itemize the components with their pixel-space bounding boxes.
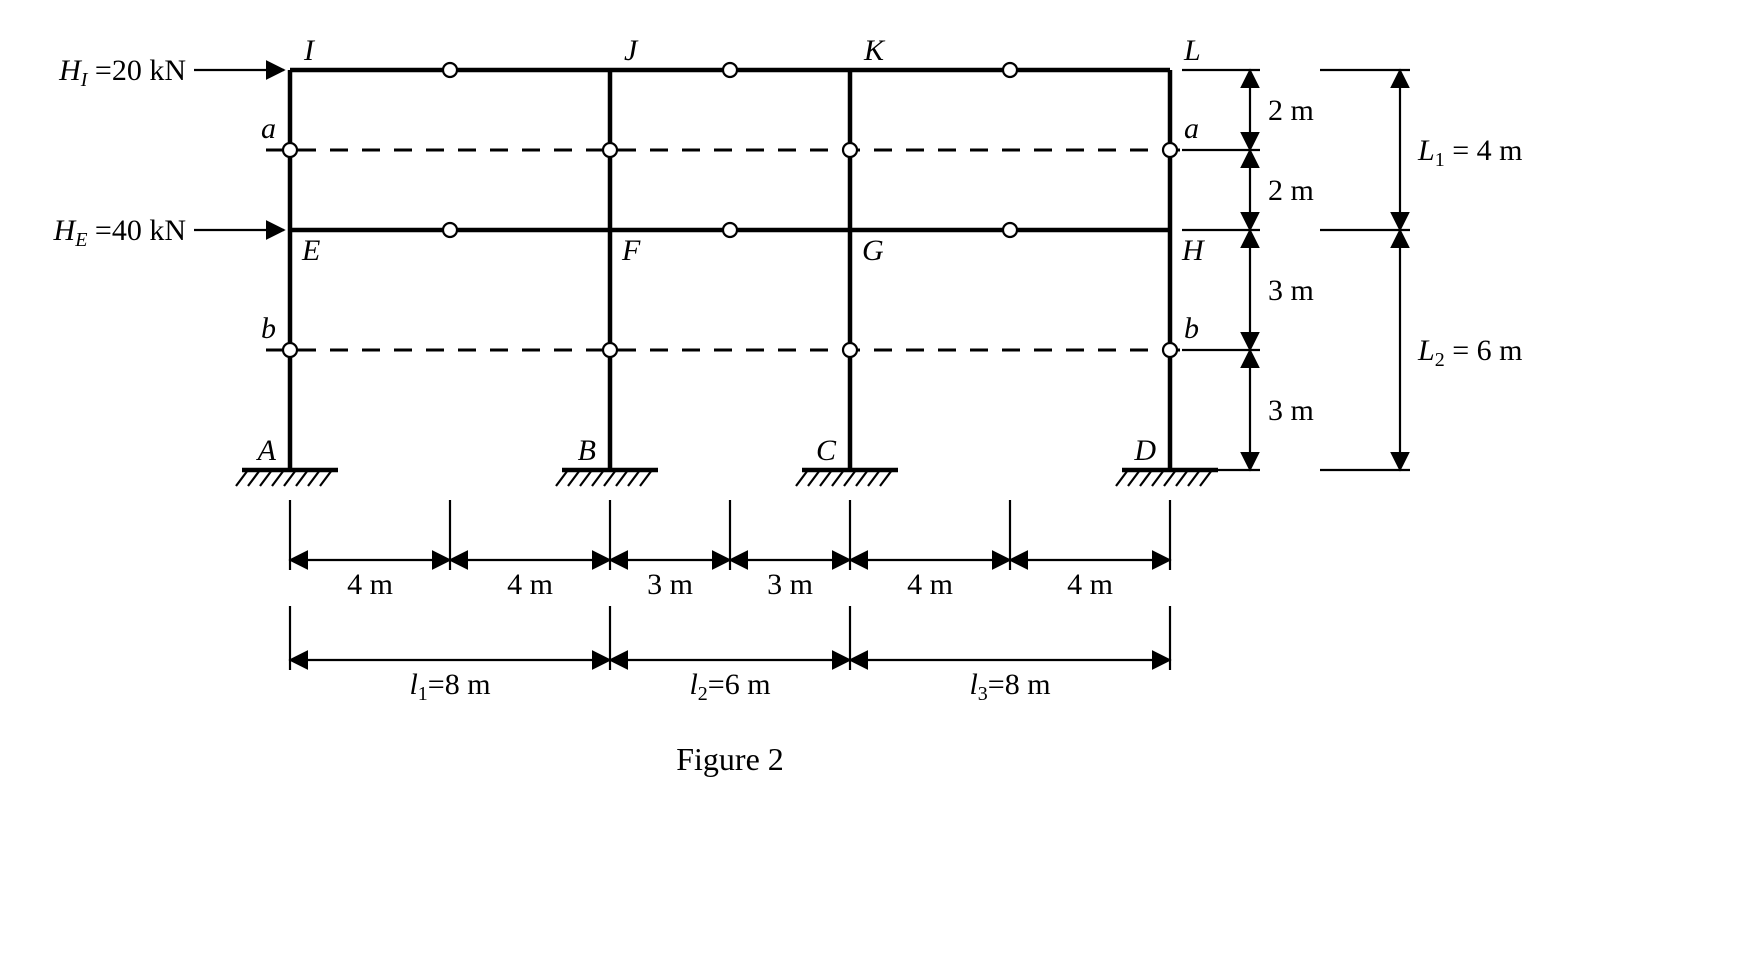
dim-bottom-inner-1: 4 m bbox=[507, 568, 553, 601]
dim-bottom-outer-0: l1=8 m bbox=[409, 668, 490, 705]
dim-bottom-outer-2: l3=8 m bbox=[969, 668, 1050, 705]
support-hatch bbox=[272, 470, 284, 486]
hinge-marker bbox=[1163, 343, 1177, 357]
support-hatch bbox=[868, 470, 880, 486]
section-cut-lines bbox=[266, 150, 1194, 350]
support-hatch bbox=[1188, 470, 1200, 486]
node-label-L: L bbox=[1183, 34, 1201, 67]
hinge-marker bbox=[843, 143, 857, 157]
dim-bottom-inner-3: 3 m bbox=[767, 568, 813, 601]
hinge-marker bbox=[723, 63, 737, 77]
dim-right-inner-0: 2 m bbox=[1268, 94, 1314, 127]
hinge-marker bbox=[1163, 143, 1177, 157]
support-hatch bbox=[260, 470, 272, 486]
support-hatch bbox=[640, 470, 652, 486]
support-hatch bbox=[308, 470, 320, 486]
section-label-b-left: b bbox=[261, 312, 276, 345]
dim-bottom-inner-5: 4 m bbox=[1067, 568, 1113, 601]
support-hatch bbox=[880, 470, 892, 486]
section-label-b-right: b bbox=[1184, 312, 1199, 345]
node-label-C: C bbox=[816, 434, 837, 467]
hinge-marker bbox=[443, 63, 457, 77]
node-label-K: K bbox=[863, 34, 886, 67]
hinge-marker bbox=[843, 343, 857, 357]
dim-bottom-inner-0: 4 m bbox=[347, 568, 393, 601]
support-hatch bbox=[592, 470, 604, 486]
support-hatch bbox=[1200, 470, 1212, 486]
dim-bottom-inner-2: 3 m bbox=[647, 568, 693, 601]
support-hatch bbox=[1176, 470, 1188, 486]
dim-right-outer-0: L1 = 4 m bbox=[1417, 134, 1522, 171]
hinge-marker bbox=[1003, 223, 1017, 237]
support-hatch bbox=[248, 470, 260, 486]
support-hatch bbox=[556, 470, 568, 486]
support-hatch bbox=[820, 470, 832, 486]
support-hatch bbox=[284, 470, 296, 486]
hinge-marker bbox=[603, 143, 617, 157]
hinge-marker bbox=[283, 143, 297, 157]
hinge-marker bbox=[723, 223, 737, 237]
node-label-A: A bbox=[256, 434, 277, 467]
node-label-E: E bbox=[301, 234, 320, 267]
load-label: HE =40 kN bbox=[53, 214, 186, 251]
structural-frame-figure: HI =20 kN HE =40 kN I J K L E F G H A B C Da a b b 2 m 2 m… bbox=[0, 0, 1748, 968]
dim-bottom-outer-1: l2=6 m bbox=[689, 668, 770, 705]
frame-members bbox=[290, 70, 1170, 470]
dim-right-inner-2: 3 m bbox=[1268, 274, 1314, 307]
node-label-H: H bbox=[1181, 234, 1206, 267]
node-label-F: F bbox=[621, 234, 641, 267]
section-label-a-left: a bbox=[261, 112, 276, 145]
hinge-marker bbox=[443, 223, 457, 237]
text-labels: HI =20 kN HE =40 kN I J K L E F G H A B C Da a b b 2 m 2 m… bbox=[53, 34, 1523, 777]
fixed-supports bbox=[236, 470, 1218, 486]
node-label-J: J bbox=[624, 34, 639, 67]
support-hatch bbox=[604, 470, 616, 486]
support-hatch bbox=[580, 470, 592, 486]
support-hatch bbox=[796, 470, 808, 486]
support-hatch bbox=[832, 470, 844, 486]
support-hatch bbox=[1164, 470, 1176, 486]
support-hatch bbox=[320, 470, 332, 486]
support-hatch bbox=[1140, 470, 1152, 486]
support-hatch bbox=[616, 470, 628, 486]
dim-right-outer-1: L2 = 6 m bbox=[1417, 334, 1522, 371]
hinge-marker bbox=[603, 343, 617, 357]
node-label-B: B bbox=[578, 434, 596, 467]
support-hatch bbox=[1152, 470, 1164, 486]
support-hatch bbox=[296, 470, 308, 486]
hinge-marker bbox=[1003, 63, 1017, 77]
dim-right-inner-1: 2 m bbox=[1268, 174, 1314, 207]
dim-right-inner-3: 3 m bbox=[1268, 394, 1314, 427]
support-hatch bbox=[808, 470, 820, 486]
support-hatch bbox=[1128, 470, 1140, 486]
node-label-D: D bbox=[1133, 434, 1156, 467]
node-label-G: G bbox=[862, 234, 884, 267]
support-hatch bbox=[236, 470, 248, 486]
load-label: HI =20 kN bbox=[58, 54, 186, 91]
support-hatch bbox=[568, 470, 580, 486]
support-hatch bbox=[628, 470, 640, 486]
section-label-a-right: a bbox=[1184, 112, 1199, 145]
figure-caption: Figure 2 bbox=[676, 741, 784, 777]
hinge-marker bbox=[283, 343, 297, 357]
support-hatch bbox=[1116, 470, 1128, 486]
node-label-I: I bbox=[303, 34, 316, 67]
dim-bottom-inner-4: 4 m bbox=[907, 568, 953, 601]
support-hatch bbox=[844, 470, 856, 486]
hinge-markers bbox=[283, 63, 1177, 357]
support-hatch bbox=[856, 470, 868, 486]
